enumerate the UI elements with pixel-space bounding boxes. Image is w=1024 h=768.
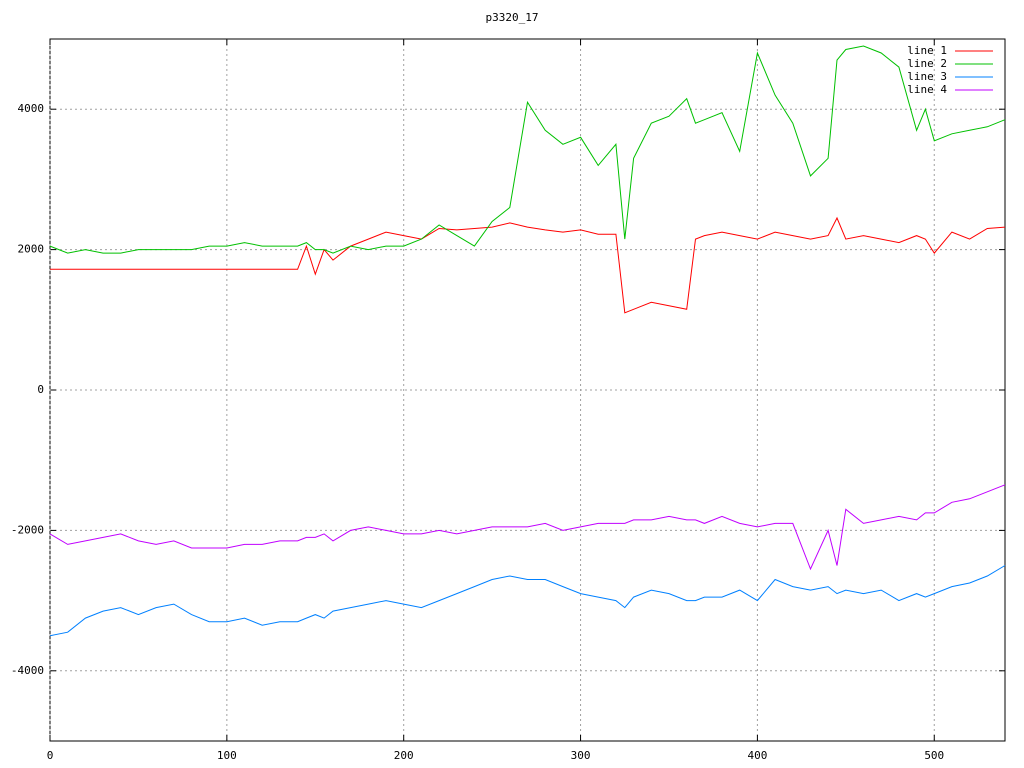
x-tick-label: 300 [571,749,591,762]
x-tick-label: 100 [217,749,237,762]
y-tick-label: 0 [37,383,44,396]
x-tick-label: 500 [924,749,944,762]
series-line [49,484,1006,571]
y-tick-label: 2000 [18,243,45,256]
legend-label: line 3 [907,70,947,83]
legend-label: line 2 [907,57,947,70]
x-tick-label: 200 [394,749,414,762]
y-tick-label: 4000 [18,102,45,115]
legend-label: line 1 [907,44,947,57]
series-line [49,565,1006,637]
chart-title: p3320_17 [486,11,539,24]
x-tick-label: 400 [747,749,767,762]
y-tick-label: -2000 [11,523,44,536]
x-tick-label: 0 [47,749,54,762]
y-tick-label: -4000 [11,664,44,677]
series-line [49,45,1006,254]
series-line [50,216,1006,314]
legend-label: line 4 [907,83,947,96]
